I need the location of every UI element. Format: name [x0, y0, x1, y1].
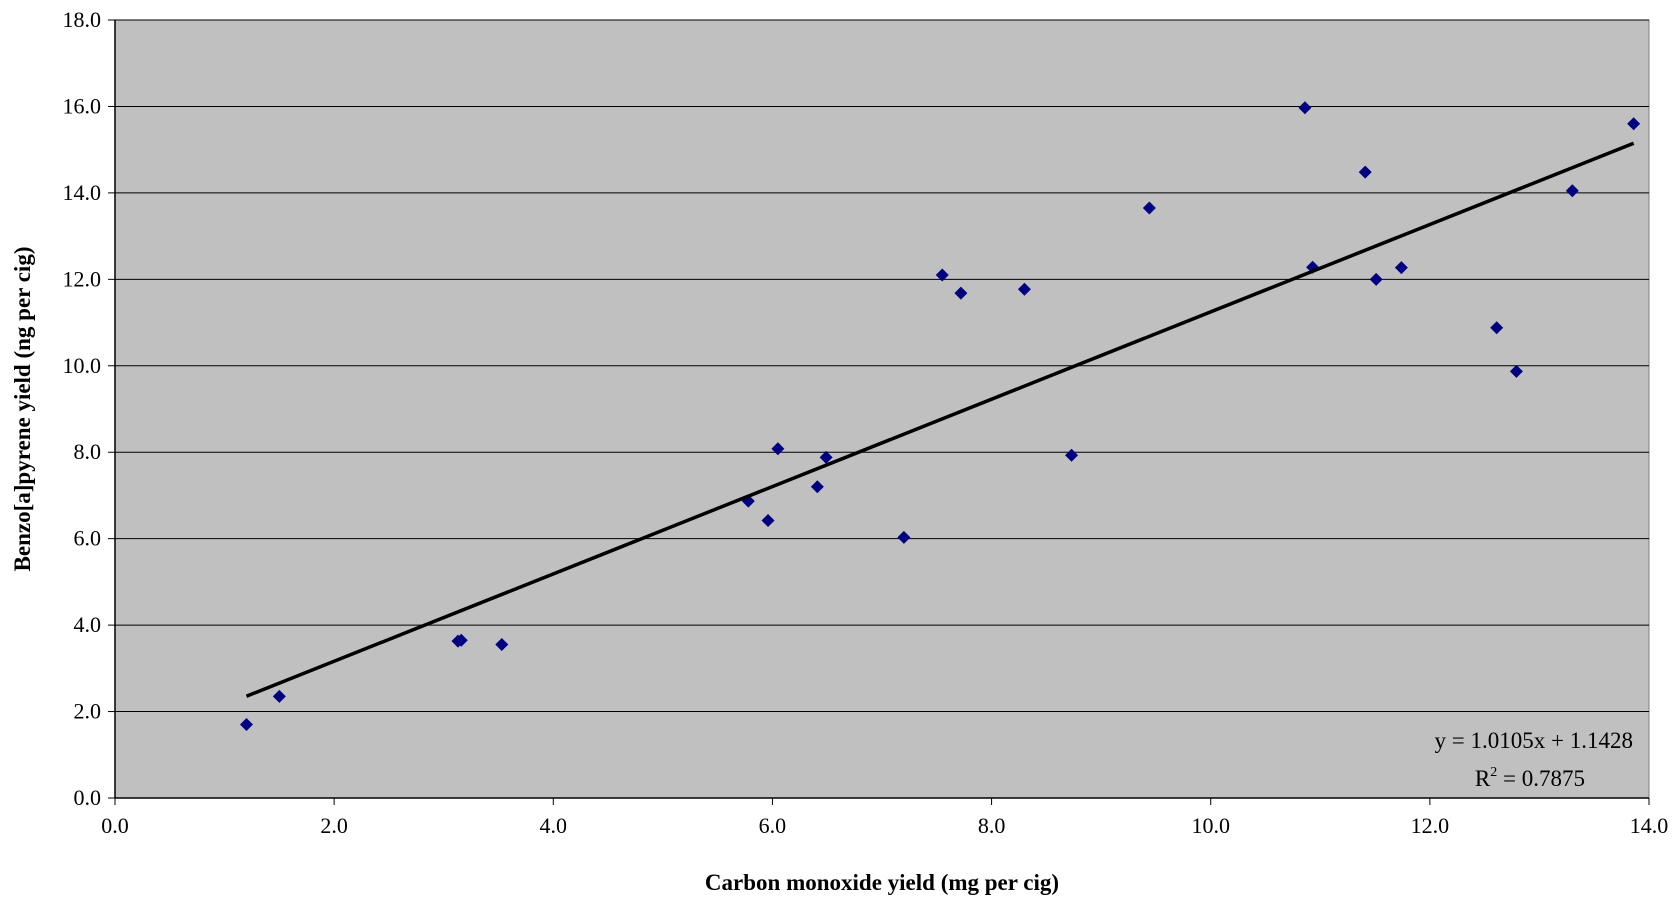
- data-point-marker: [819, 450, 833, 464]
- y-tick-label: 14.0: [63, 180, 102, 205]
- data-point-marker: [954, 286, 968, 300]
- data-point-marker: [1017, 282, 1031, 296]
- plot-area: [114, 19, 1650, 799]
- data-point-marker: [495, 638, 509, 652]
- data-point-marker: [897, 530, 911, 544]
- data-point-marker: [935, 268, 949, 282]
- y-tick-label: 12.0: [63, 266, 102, 291]
- data-point-marker: [1565, 184, 1579, 198]
- trendline-r-squared: R2 = 0.7875: [1475, 765, 1585, 791]
- x-tick-label: 6.0: [759, 813, 787, 838]
- y-tick-label: 10.0: [63, 353, 102, 378]
- y-tick-label: 18.0: [63, 7, 102, 32]
- data-point-marker: [1509, 364, 1523, 378]
- x-axis-title: Carbon monoxide yield (mg per cig): [705, 870, 1059, 895]
- y-tick-label: 8.0: [74, 439, 102, 464]
- data-point-marker: [272, 689, 286, 703]
- data-point-marker: [1142, 201, 1156, 215]
- y-tick-label: 6.0: [74, 526, 102, 551]
- y-tick-label: 4.0: [74, 612, 102, 637]
- data-point-marker: [454, 633, 468, 647]
- trendline-equation: y = 1.0105x + 1.1428: [1435, 728, 1633, 753]
- y-tick-label: 0.0: [74, 785, 102, 810]
- data-point-marker: [1358, 165, 1372, 179]
- data-point-marker: [1394, 261, 1408, 275]
- r2-superscript: 2: [1490, 765, 1497, 780]
- r2-prefix: R: [1475, 766, 1491, 791]
- data-point-marker: [761, 514, 775, 528]
- x-tick-label: 12.0: [1411, 813, 1450, 838]
- data-point-marker: [1298, 101, 1312, 115]
- y-tick-label: 2.0: [74, 699, 102, 724]
- trendline: [245, 141, 1635, 698]
- data-point-marker: [771, 442, 785, 456]
- y-axis-title: Benzo[a]pyrene yield (ng per cig): [10, 247, 35, 572]
- x-tick-label: 10.0: [1191, 813, 1230, 838]
- x-tick-label: 0.0: [101, 813, 129, 838]
- data-point-marker: [239, 718, 253, 732]
- y-tick-label: 16.0: [63, 93, 102, 118]
- y-tick-labels: 0.0 2.0 4.0 6.0 8.0 10.0 12.0 14.0 16.0 18.0: [63, 7, 115, 810]
- data-point-marker: [1065, 448, 1079, 462]
- axes: [114, 20, 1649, 799]
- data-point-marker: [810, 480, 824, 494]
- r2-value: = 0.7875: [1497, 766, 1585, 791]
- gridlines: [115, 19, 1649, 713]
- x-tick-label: 8.0: [978, 813, 1006, 838]
- data-point-marker: [1369, 272, 1383, 286]
- x-tick-label: 14.0: [1630, 813, 1669, 838]
- x-tick-label: 4.0: [540, 813, 568, 838]
- x-tick-label: 2.0: [320, 813, 348, 838]
- data-point-marker: [1627, 117, 1641, 131]
- x-tick-labels: 0.0 2.0 4.0 6.0 8.0 10.0 12.0 14.0: [101, 798, 1668, 838]
- data-point-marker: [1490, 321, 1504, 335]
